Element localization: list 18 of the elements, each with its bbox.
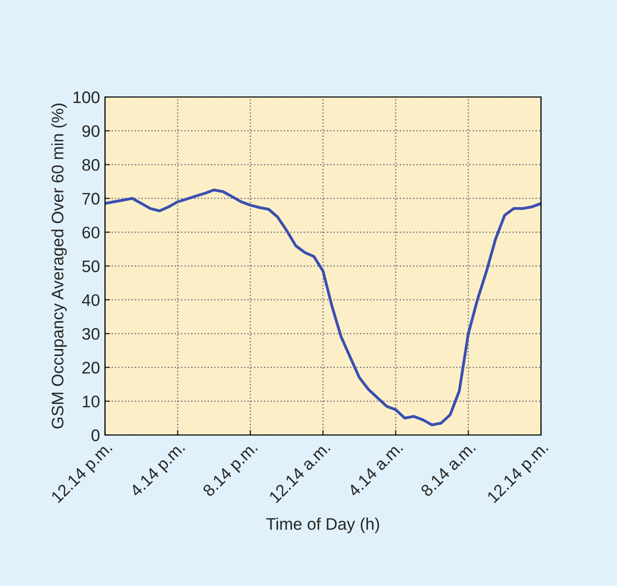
x-tick-label: 4.14 p.m. (129, 441, 188, 500)
y-tick-label: 30 (82, 328, 100, 340)
y-tick-label: 100 (74, 91, 100, 104)
y-tick-label: 10 (82, 396, 100, 408)
y-tick-label: 90 (82, 125, 100, 138)
x-tick-label: 8.14 p.m. (202, 441, 260, 500)
y-tick-label: 80 (82, 159, 100, 171)
x-axis-title: Time of Day (h) (266, 518, 380, 534)
y-tick-label: 20 (82, 362, 100, 374)
x-tick-label: 8.14 a.m. (420, 441, 476, 498)
line-series (105, 188, 541, 426)
y-tick-label: 70 (82, 192, 100, 205)
y-tick-label: 50 (82, 260, 100, 272)
x-tick-label: 4.14 a.m. (347, 441, 404, 498)
y-tick-label: 40 (82, 294, 100, 306)
y-tick-label: 0 (92, 429, 100, 442)
y-tick-label: 60 (82, 226, 100, 238)
y-axis-title: GSM Occupancy Averaged Over 60 min (%) (51, 104, 67, 428)
